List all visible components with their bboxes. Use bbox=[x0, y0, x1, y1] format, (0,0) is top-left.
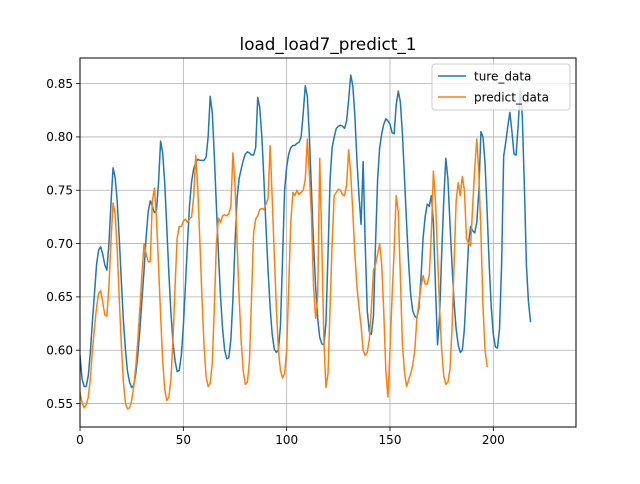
y-tick-label: 0.75 bbox=[46, 184, 73, 198]
y-tick-label: 0.80 bbox=[46, 130, 73, 144]
x-tick-label: 150 bbox=[379, 433, 402, 447]
series-line-predict-data bbox=[80, 138, 488, 410]
axis-ticks: 0 50 100 150 200 0.55 0.60 0.65 0.70 0.75 0.80 0.85 bbox=[46, 77, 505, 447]
y-tick-label: 0.60 bbox=[46, 344, 73, 358]
legend: ture_data predict_data bbox=[431, 63, 571, 111]
y-tick-label: 0.65 bbox=[46, 290, 73, 304]
series-lines bbox=[80, 74, 532, 410]
x-tick-label: 200 bbox=[482, 433, 505, 447]
plot-frame bbox=[79, 57, 577, 428]
series-line-ture-data bbox=[80, 74, 532, 389]
grid-lines bbox=[79, 58, 576, 427]
x-tick-label: 100 bbox=[275, 433, 298, 447]
legend-label: predict_data bbox=[474, 90, 549, 104]
legend-box bbox=[431, 63, 571, 111]
y-tick-label: 0.55 bbox=[46, 397, 73, 411]
y-tick-label: 0.85 bbox=[46, 77, 73, 91]
legend-label: ture_data bbox=[474, 69, 531, 83]
x-tick-label: 0 bbox=[76, 433, 84, 447]
x-tick-label: 50 bbox=[176, 433, 191, 447]
y-tick-label: 0.70 bbox=[46, 237, 73, 251]
chart-title: load_load7_predict_1 bbox=[240, 34, 417, 55]
